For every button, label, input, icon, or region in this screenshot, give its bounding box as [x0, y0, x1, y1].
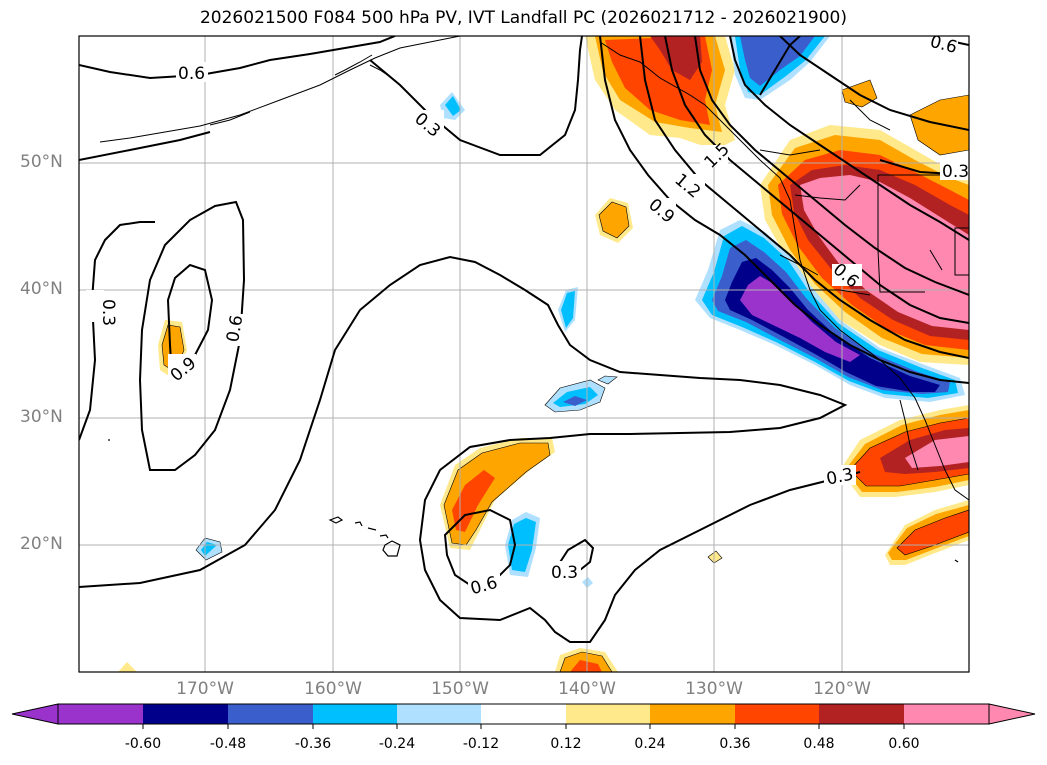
positive-anomaly-mexico — [840, 405, 969, 565]
lon-label: 120°W — [813, 679, 871, 699]
colorbar-extend-min — [11, 703, 59, 725]
colorbar-segment — [566, 704, 650, 724]
colorbar-segment — [904, 704, 989, 724]
colorbar-segment — [735, 704, 819, 724]
colorbar-tick-label: 0.60 — [888, 736, 920, 752]
colorbar-segment — [58, 704, 143, 724]
contour-label: 0.3 — [98, 299, 118, 326]
negative-anomaly-california — [695, 220, 965, 402]
contour-label: 0.6 — [223, 314, 247, 344]
colorbar-tick-label: 0.24 — [634, 736, 666, 752]
hawaii-islands — [108, 439, 959, 563]
lat-label: 30°N — [20, 407, 63, 427]
lon-label: 170°W — [176, 679, 234, 699]
colorbar-segment — [481, 704, 566, 724]
lon-label: 160°W — [304, 679, 362, 699]
colorbar-tick-label: 0.48 — [803, 736, 835, 752]
contour-label: 0.3 — [942, 162, 969, 182]
lon-label: 130°W — [685, 679, 743, 699]
contour-label: 0.6 — [928, 32, 959, 58]
negative-anomaly-alaska — [730, 36, 830, 100]
colorbar-tick-label: -0.48 — [209, 736, 247, 752]
lon-label: 140°W — [558, 679, 616, 699]
colorbar-outline — [57, 703, 990, 725]
colorbar-tick-label: -0.12 — [462, 736, 500, 752]
colorbar — [11, 703, 1036, 729]
colorbar-tick-label: -0.60 — [124, 736, 162, 752]
colorbar-segment — [143, 704, 228, 724]
colorbar-tick-label: -0.36 — [294, 736, 332, 752]
lat-label: 50°N — [20, 152, 63, 172]
lat-label: 40°N — [20, 279, 63, 299]
colorbar-segment — [819, 704, 904, 724]
colorbar-tick-label: 0.36 — [719, 736, 751, 752]
colorbar-tick-label: -0.24 — [378, 736, 416, 752]
map-title: 2026021500 F084 500 hPa PV, IVT Landfall… — [199, 8, 847, 28]
contour-label: 0.6 — [178, 64, 205, 84]
colorbar-extend-max — [988, 703, 1036, 725]
positive-anomaly-west-us — [760, 125, 969, 365]
lat-label: 20°N — [20, 534, 63, 554]
colorbar-segment — [650, 704, 735, 724]
colorbar-segment — [228, 704, 313, 724]
colorbar-tick-label: 0.12 — [550, 736, 582, 752]
positive-anomaly-alaska — [585, 36, 735, 150]
map-frame — [78, 35, 970, 673]
colorbar-segment — [313, 704, 397, 724]
coastlines — [99, 36, 969, 501]
lon-label: 150°W — [431, 679, 489, 699]
graticule — [79, 36, 969, 672]
contour-label: 0.3 — [551, 563, 578, 583]
colorbar-segment — [397, 704, 481, 724]
